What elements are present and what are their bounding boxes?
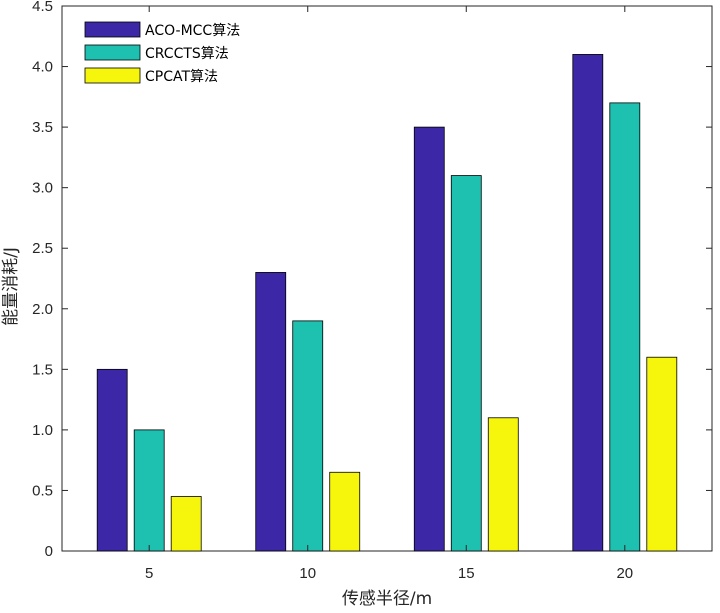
bar-series-0-cat-1	[255, 272, 287, 552]
legend-label-1: CRCCTS算法	[145, 46, 229, 62]
x-tick-label: 5	[145, 565, 153, 582]
legend-swatch-0	[84, 21, 141, 38]
x-axis-label: 传感半径/m	[342, 589, 432, 609]
bar-series-0-cat-0	[96, 368, 128, 552]
y-tick-label: 3.5	[32, 119, 53, 136]
legend-swatch-2	[84, 67, 141, 84]
y-axis-label: 能量消耗/J	[1, 247, 21, 326]
legend: ACO-MCC算法 CRCCTS算法 CPCAT算法	[76, 14, 276, 96]
y-tick-label: 0	[45, 543, 53, 560]
y-tick-label: 1.5	[32, 361, 53, 378]
bar-series-2-cat-3	[646, 356, 678, 552]
y-tick-label: 4.5	[32, 0, 53, 15]
plot-area	[61, 5, 713, 552]
x-tick-label: 15	[458, 565, 475, 582]
y-tick-label: 0.5	[32, 482, 53, 499]
x-axis: 5 10 15 20	[145, 6, 633, 582]
bar-series-0-cat-2	[413, 126, 445, 552]
bar-series-2-cat-2	[487, 417, 519, 552]
bar-series-2-cat-0	[170, 496, 202, 552]
bars-group	[96, 54, 678, 552]
bar-series-1-cat-3	[609, 102, 641, 552]
y-tick-label: 1.0	[32, 422, 53, 439]
y-axis: 0 0.5 1.0 1.5 2.0 2.5 3.0 3.5 4.0 4.5	[32, 0, 712, 560]
x-tick-label: 20	[616, 565, 633, 582]
axes-box	[61, 5, 713, 552]
bar-series-2-cat-1	[329, 471, 361, 552]
y-tick-label: 3.0	[32, 180, 53, 197]
bar-series-1-cat-1	[292, 320, 324, 552]
legend-label-0: ACO-MCC算法	[145, 23, 240, 39]
legend-swatch-1	[84, 44, 141, 61]
y-tick-label: 2.5	[32, 240, 53, 257]
x-tick-label: 10	[299, 565, 316, 582]
legend-label-2: CPCAT算法	[145, 69, 218, 85]
y-tick-label: 4.0	[32, 59, 53, 76]
y-tick-label: 2.0	[32, 301, 53, 318]
bar-series-0-cat-3	[572, 54, 604, 552]
bar-series-1-cat-2	[450, 175, 482, 552]
bar-series-1-cat-0	[133, 429, 165, 552]
